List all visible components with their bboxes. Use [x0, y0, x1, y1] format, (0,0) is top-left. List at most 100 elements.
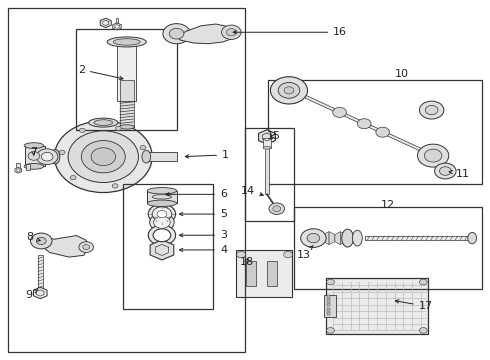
Polygon shape [40, 235, 89, 257]
Text: 12: 12 [381, 200, 395, 210]
Circle shape [284, 251, 293, 258]
Bar [123, 184, 213, 309]
Text: 15: 15 [268, 131, 281, 141]
Circle shape [327, 279, 334, 285]
Bar [147, 152, 176, 161]
Circle shape [79, 128, 85, 132]
Circle shape [417, 144, 449, 167]
Circle shape [327, 328, 334, 333]
Circle shape [425, 105, 438, 115]
Circle shape [307, 233, 320, 243]
Circle shape [284, 87, 294, 94]
Bar [246, 261, 256, 286]
Text: 2: 2 [78, 64, 123, 80]
Circle shape [419, 101, 444, 119]
Circle shape [54, 121, 152, 193]
Ellipse shape [147, 188, 176, 194]
Circle shape [273, 206, 281, 212]
Bar [116, 18, 119, 27]
Circle shape [419, 328, 427, 333]
Polygon shape [113, 23, 121, 30]
Polygon shape [100, 18, 111, 28]
Circle shape [68, 131, 139, 183]
Text: 7: 7 [30, 147, 37, 157]
Bar [120, 101, 134, 127]
Text: 14: 14 [241, 186, 263, 196]
Ellipse shape [152, 195, 171, 199]
Ellipse shape [107, 37, 147, 47]
Polygon shape [15, 167, 22, 173]
Circle shape [301, 229, 326, 247]
Circle shape [163, 24, 190, 44]
Circle shape [59, 150, 65, 154]
Bar [8, 8, 245, 352]
Text: 8: 8 [26, 232, 40, 242]
Circle shape [226, 29, 236, 36]
Polygon shape [323, 231, 329, 244]
Ellipse shape [119, 125, 135, 129]
Circle shape [83, 244, 90, 249]
Text: 1: 1 [185, 150, 229, 160]
Bar [365, 236, 472, 240]
Bar [236, 250, 293, 297]
Circle shape [157, 211, 167, 218]
Bar [269, 80, 482, 184]
Bar [147, 191, 176, 203]
Circle shape [333, 107, 346, 117]
Bar [26, 164, 30, 170]
Ellipse shape [24, 163, 44, 169]
Bar [263, 138, 271, 148]
Circle shape [419, 279, 427, 285]
Circle shape [435, 163, 456, 179]
Circle shape [270, 77, 308, 104]
Bar [38, 255, 43, 289]
Bar [327, 303, 330, 306]
Text: 3: 3 [179, 230, 227, 240]
Bar [265, 147, 270, 194]
Circle shape [152, 207, 171, 221]
Circle shape [41, 152, 53, 161]
Bar [120, 80, 134, 101]
Polygon shape [33, 287, 47, 299]
Ellipse shape [94, 120, 113, 126]
Bar [76, 30, 176, 130]
Circle shape [154, 216, 170, 228]
Circle shape [440, 167, 451, 175]
Bar [245, 128, 294, 221]
Text: 9: 9 [25, 289, 38, 301]
Bar [327, 295, 330, 298]
Circle shape [140, 145, 146, 150]
Circle shape [30, 233, 52, 249]
Text: 10: 10 [394, 69, 408, 79]
Circle shape [153, 229, 171, 242]
Circle shape [357, 119, 371, 129]
Text: 13: 13 [296, 246, 313, 260]
Polygon shape [340, 231, 345, 244]
Bar [25, 145, 45, 166]
Text: 16: 16 [233, 27, 347, 37]
Ellipse shape [24, 143, 44, 148]
Text: 4: 4 [179, 245, 227, 255]
Circle shape [148, 204, 175, 224]
Circle shape [150, 213, 174, 231]
Bar [326, 278, 428, 334]
Circle shape [79, 242, 94, 252]
Circle shape [169, 28, 184, 39]
Ellipse shape [147, 200, 176, 207]
Ellipse shape [142, 150, 151, 163]
Circle shape [28, 152, 40, 160]
Polygon shape [259, 130, 275, 144]
Ellipse shape [263, 146, 271, 149]
Circle shape [221, 25, 241, 40]
Text: 18: 18 [240, 257, 253, 267]
Ellipse shape [51, 149, 60, 164]
Ellipse shape [113, 39, 140, 45]
Circle shape [116, 126, 122, 130]
Ellipse shape [342, 229, 353, 247]
Text: 17: 17 [395, 300, 433, 311]
Bar [324, 296, 336, 317]
Bar [327, 308, 330, 311]
Circle shape [269, 203, 285, 215]
Text: 6: 6 [166, 189, 227, 199]
Circle shape [112, 184, 118, 188]
